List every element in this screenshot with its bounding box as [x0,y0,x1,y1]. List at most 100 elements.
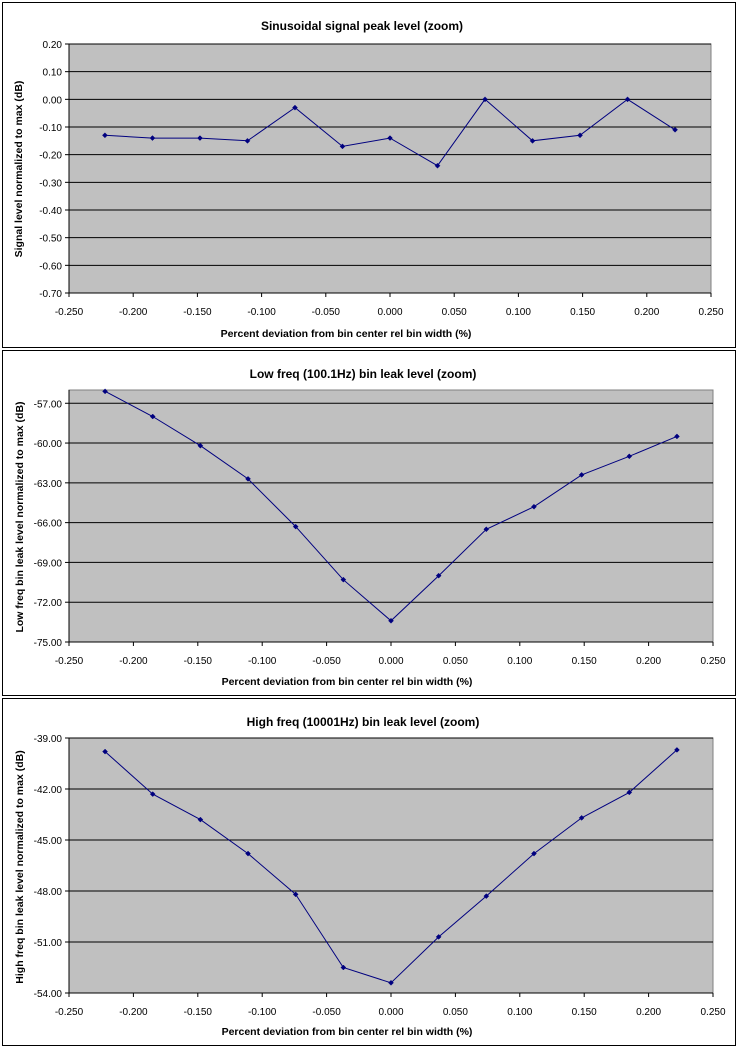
data-point [483,893,490,899]
y-tick-label: -0.10 [39,123,62,134]
data-point [435,934,442,940]
x-tick-label: -0.200 [119,656,148,667]
x-tick-label: -0.200 [119,307,148,318]
y-tick-label: -60.00 [34,439,63,450]
x-tick-label: -0.150 [184,656,213,667]
y-tick-label: 0.00 [43,95,63,106]
data-point [102,748,108,755]
chart-high-freq-leak: High freq (10001Hz) bin leak level (zoom… [14,715,726,1038]
data-point [388,979,394,986]
chart-panel-high-freq-leak: High freq (10001Hz) bin leak level (zoom… [2,698,736,1046]
data-point [531,503,537,510]
y-tick-label: -69.00 [34,558,63,569]
y-tick-label: -54.00 [34,989,63,1000]
x-tick-label: -0.250 [55,1007,84,1018]
data-point [387,135,393,141]
y-tick-label: -0.40 [39,206,62,217]
y-tick-label: -0.70 [39,289,62,300]
x-tick-label: -0.250 [55,656,84,667]
data-point [149,135,156,141]
chart-title: Low freq (100.1Hz) bin leak level (zoom) [250,367,477,381]
x-tick-label: 0.100 [506,307,531,318]
data-point [149,791,156,797]
data-point [149,413,156,420]
data-point [292,104,298,111]
x-tick-label: 0.150 [572,656,597,667]
x-tick-label: -0.100 [247,307,276,318]
y-tick-label: -0.60 [39,261,62,272]
x-tick-label: 0.000 [378,1007,403,1018]
data-point [577,132,583,139]
y-axis-label: Signal level normalized to max (dB) [13,81,25,258]
data-point [529,137,536,144]
data-point [435,572,442,579]
data-point [245,850,251,857]
data-point [197,816,204,823]
chart-panel-low-freq-leak: Low freq (100.1Hz) bin leak level (zoom)… [2,350,736,696]
x-tick-label: 0.100 [507,656,532,667]
y-tick-label: 0.10 [43,68,63,79]
data-point [672,126,678,133]
y-tick-label: -45.00 [34,836,63,847]
x-tick-label: 0.250 [700,1007,725,1018]
x-tick-label: -0.100 [248,1007,277,1018]
x-axis-label: Percent deviation from bin center rel bi… [222,676,473,688]
y-axis-label: Low freq bin leak level normalized to ma… [14,401,26,632]
x-tick-label: 0.100 [507,1007,532,1018]
x-tick-label: -0.200 [119,1007,148,1018]
data-point [244,137,251,144]
data-point [626,453,633,460]
chart-title: Sinusoidal signal peak level (zoom) [261,19,463,33]
data-point [578,472,585,478]
data-point [434,162,441,169]
data-point [245,476,251,482]
y-tick-label: -63.00 [34,479,63,490]
x-tick-label: 0.150 [572,1007,597,1018]
data-point [340,964,347,971]
x-tick-label: -0.050 [312,307,341,318]
y-tick-label: -39.00 [34,734,63,745]
data-point [292,891,299,898]
y-tick-label: -51.00 [34,938,63,949]
x-tick-label: -0.250 [55,307,84,318]
x-tick-label: 0.000 [377,307,402,318]
y-tick-label: -72.00 [34,598,63,609]
data-point [483,526,490,533]
x-tick-label: 0.250 [698,307,723,318]
data-point [102,388,108,395]
x-tick-label: 0.200 [634,307,659,318]
y-tick-label: 0.20 [43,40,63,51]
x-axis-label: Percent deviation from bin center rel bi… [222,1026,473,1038]
x-tick-label: 0.050 [442,307,467,318]
chart-low-freq-leak: Low freq (100.1Hz) bin leak level (zoom)… [14,367,726,688]
x-tick-label: -0.150 [183,307,212,318]
y-axis-label: High freq bin leak level normalized to m… [14,750,26,983]
y-tick-label: -0.50 [39,234,62,245]
data-point [102,132,108,139]
plot-area [68,737,714,994]
x-tick-label: 0.050 [443,656,468,667]
x-tick-label: -0.050 [312,656,341,667]
y-tick-label: -42.00 [34,785,63,796]
data-point [626,789,633,796]
chart-panel-signal-peak: Sinusoidal signal peak level (zoom) 0.20 0… [2,2,736,348]
data-point [197,442,204,449]
data-point [197,135,203,141]
x-tick-label: 0.250 [700,656,725,667]
x-tick-label: 0.000 [378,656,403,667]
chart-signal-peak: Sinusoidal signal peak level (zoom)0.200… [13,19,724,340]
y-tick-label: -0.20 [39,151,62,162]
x-tick-label: 0.200 [636,1007,661,1018]
data-point [674,433,680,440]
y-tick-label: -0.30 [39,178,62,189]
x-tick-label: -0.050 [312,1007,341,1018]
data-point [482,96,488,103]
chart-title: High freq (10001Hz) bin leak level (zoom… [247,715,480,729]
x-tick-label: 0.050 [443,1007,468,1018]
plot-area [68,389,714,643]
data-point [531,850,537,857]
data-point [624,96,631,103]
y-tick-label: -75.00 [34,638,63,649]
x-tick-label: 0.200 [636,656,661,667]
data-point [292,523,299,530]
